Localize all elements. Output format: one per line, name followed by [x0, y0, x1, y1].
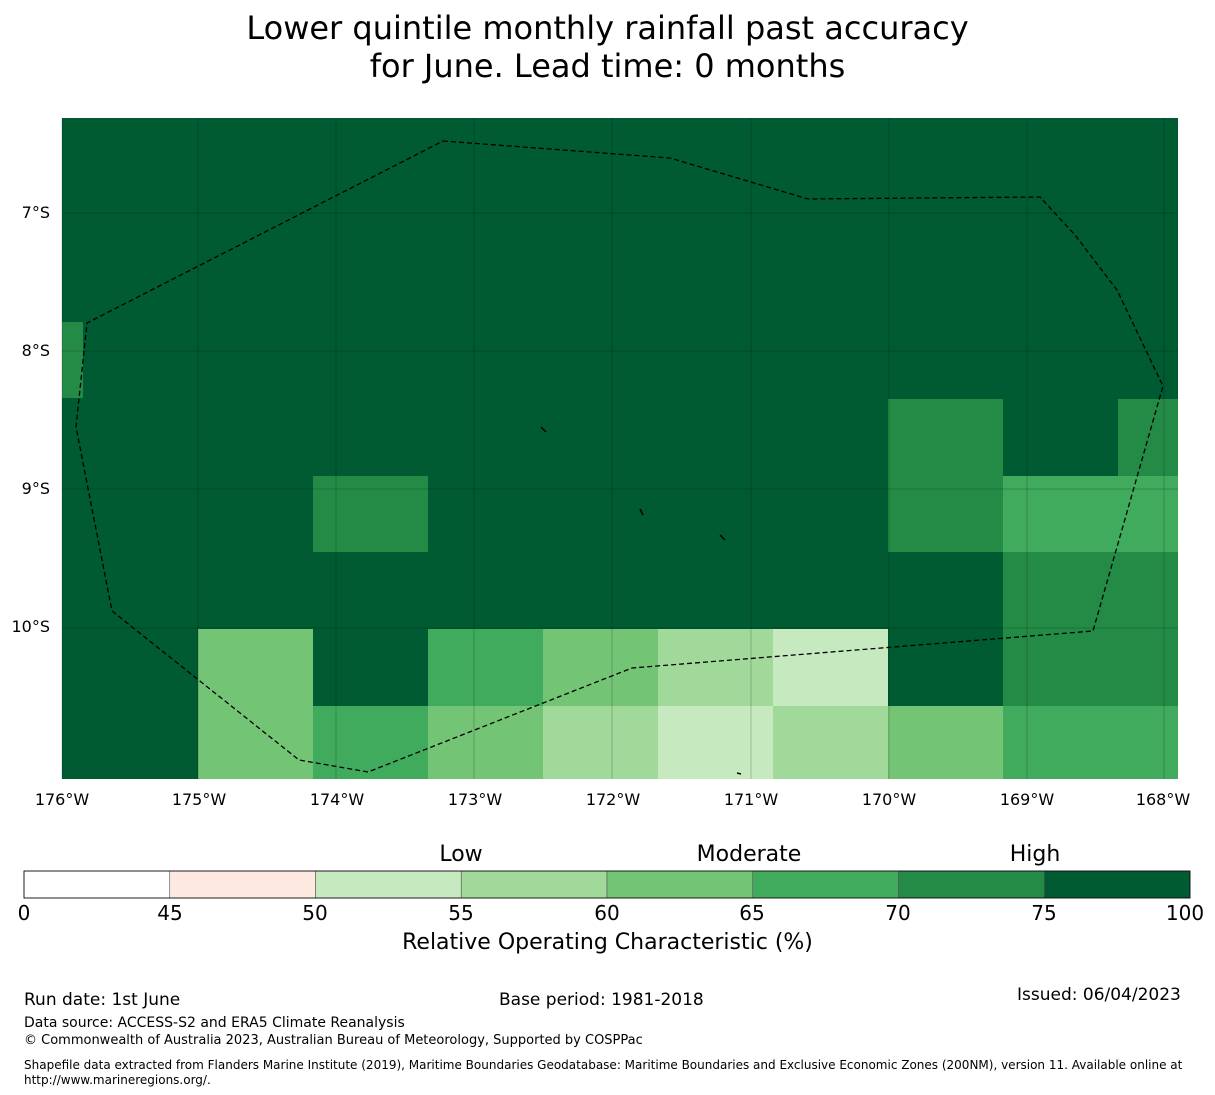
- colorbar-tick: 65: [739, 901, 765, 925]
- colorbar-bin: [752, 870, 899, 899]
- map-gridlines: [61, 118, 1178, 779]
- map-cell: [62, 322, 83, 398]
- lon-tick-168w: 168°W: [1135, 790, 1191, 809]
- colorbar-bin: [1043, 870, 1191, 899]
- lon-tick-172w: 172°W: [585, 790, 641, 809]
- lon-tick-174w: 174°W: [309, 790, 365, 809]
- island-2: [639, 508, 644, 516]
- map-cell: [543, 629, 658, 706]
- colorbar-tick: 75: [1031, 901, 1057, 925]
- map-cell: [1003, 706, 1178, 779]
- map-cell: [658, 629, 773, 706]
- lat-tick-8s: 8°S: [21, 341, 50, 360]
- lon-tick-173w: 173°W: [447, 790, 503, 809]
- islands: [540, 426, 742, 775]
- map-cell: [428, 629, 543, 706]
- issued-date: Issued: 06/04/2023: [1017, 985, 1181, 1005]
- map-cell: [428, 706, 543, 779]
- colorbar-category-moderate: Moderate: [696, 842, 802, 867]
- colorbar-tick: 70: [885, 901, 911, 925]
- island-4: [736, 772, 742, 775]
- map-cell: [773, 629, 888, 706]
- map-cell: [888, 706, 1003, 779]
- colorbar-label: Relative Operating Characteristic (%): [402, 930, 813, 955]
- map-cell: [543, 706, 658, 779]
- copyright: © Commonwealth of Australia 2023, Austra…: [24, 1033, 643, 1048]
- map-cells: [62, 118, 1178, 779]
- map-cell: [313, 476, 428, 552]
- map-cell: [773, 706, 888, 779]
- map-cell: [1003, 552, 1178, 706]
- colorbar-bin: [606, 870, 754, 899]
- colorbar-tick: 50: [302, 901, 328, 925]
- lat-tick-10s: 10°S: [11, 617, 50, 636]
- lat-tick-7s: 7°S: [21, 203, 50, 222]
- island-1: [540, 426, 547, 433]
- run-date: Run date: 1st June: [24, 990, 181, 1010]
- lon-tick-176w: 176°W: [34, 790, 90, 809]
- colorbar-tick: 45: [157, 901, 183, 925]
- colorbar-tick: 0: [17, 901, 31, 925]
- island-3: [719, 534, 726, 541]
- lon-tick-170w: 170°W: [861, 790, 917, 809]
- colorbar-tick: 60: [594, 901, 620, 925]
- colorbar-bin: [23, 870, 171, 899]
- map-title-line1: Lower quintile monthly rainfall past acc…: [246, 9, 969, 47]
- colorbar-bin: [169, 870, 316, 899]
- map-cell: [888, 399, 1003, 552]
- data-source: Data source: ACCESS-S2 and ERA5 Climate …: [24, 1015, 405, 1031]
- colorbar-category-low: Low: [439, 842, 483, 867]
- map-cell: [313, 706, 428, 779]
- base-period: Base period: 1981-2018: [499, 990, 704, 1010]
- colorbar-bin: [315, 870, 462, 899]
- lat-tick-9s: 9°S: [21, 479, 50, 498]
- colorbar-category-high: High: [1009, 842, 1061, 867]
- lon-tick-171w: 171°W: [723, 790, 779, 809]
- shapefile-credit: Shapefile data extracted from Flanders M…: [24, 1058, 1183, 1087]
- map-cell: [1003, 476, 1178, 552]
- eez-boundary: [75, 140, 1164, 773]
- colorbar-bin: [460, 870, 608, 899]
- colorbar-frame: [23, 870, 1191, 899]
- lon-tick-175w: 175°W: [171, 790, 227, 809]
- map-title-line2: for June. Lead time: 0 months: [369, 47, 846, 85]
- colorbar-tick: 100: [1165, 901, 1205, 925]
- map-cell: [198, 629, 313, 779]
- colorbar-bin: [898, 870, 1045, 899]
- colorbar-tick: 55: [448, 901, 474, 925]
- colorbar: [23, 870, 1191, 899]
- map-cell: [658, 706, 773, 779]
- lon-tick-169w: 169°W: [999, 790, 1055, 809]
